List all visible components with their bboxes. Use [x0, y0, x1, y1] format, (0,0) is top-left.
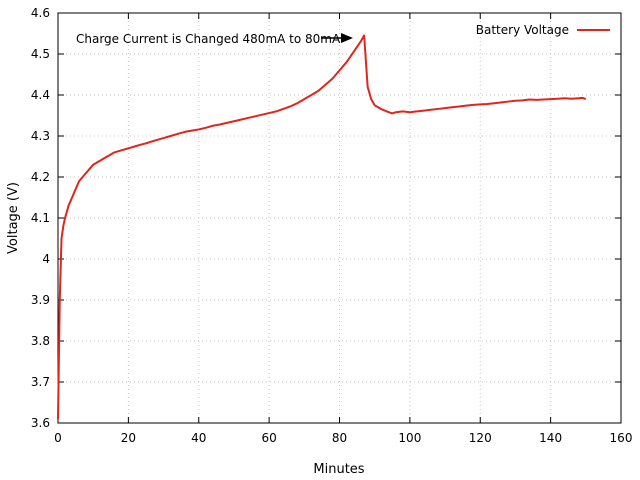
legend-label: Battery Voltage: [476, 23, 569, 37]
y-tick-label: 4.2: [31, 170, 50, 184]
x-tick-label: 160: [610, 431, 633, 445]
y-tick-label: 3.7: [31, 375, 50, 389]
series-line-battery-voltage: [57, 34, 587, 419]
grid-lines: [58, 13, 621, 423]
annotation-text: Charge Current is Changed 480mA to 80mA: [76, 32, 341, 46]
y-tick-label: 4: [42, 252, 50, 266]
y-tick-label: 3.9: [31, 293, 50, 307]
annotation: Charge Current is Changed 480mA to 80mA: [76, 32, 353, 46]
x-tick-label: 60: [261, 431, 276, 445]
legend: Battery Voltage: [476, 23, 610, 37]
y-axis-label: Voltage (V): [6, 182, 21, 254]
x-tick-label: 100: [398, 431, 421, 445]
axis-ticks: [57, 12, 622, 424]
x-tick-label: 0: [54, 431, 62, 445]
y-tick-label: 4.6: [31, 6, 50, 20]
axis-tick-labels: 0 20 40 60 80 100 120 140 160 3.6 3.7 3.8 3.9 4 4.1 4.2…: [31, 6, 633, 445]
y-tick-label: 4.1: [31, 211, 50, 225]
y-tick-label: 4.5: [31, 47, 50, 61]
annotation-arrowhead: [341, 33, 353, 43]
x-axis-label: Minutes: [313, 462, 364, 477]
x-tick-label: 40: [191, 431, 206, 445]
x-tick-label: 120: [469, 431, 492, 445]
y-tick-label: 3.8: [31, 334, 50, 348]
y-tick-label: 4.3: [31, 129, 50, 143]
x-tick-label: 80: [332, 431, 347, 445]
y-tick-label: 4.4: [31, 88, 50, 102]
x-tick-label: 140: [539, 431, 562, 445]
y-tick-label: 3.6: [31, 416, 50, 430]
x-tick-label: 20: [121, 431, 136, 445]
